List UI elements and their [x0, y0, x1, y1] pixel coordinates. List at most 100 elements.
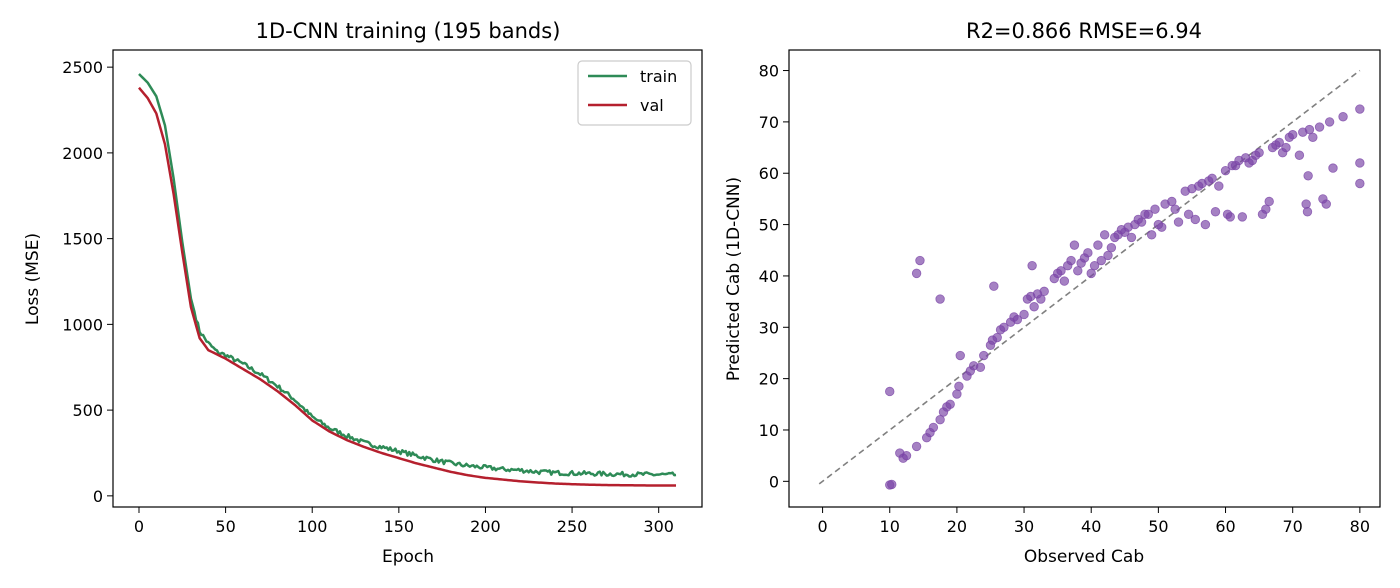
scatter-point — [1301, 199, 1311, 209]
scatter-point — [1103, 250, 1113, 261]
scatter-point — [1083, 248, 1093, 258]
scatter-y-axis-label: Predicted Cab (1D-CNN) — [724, 177, 744, 381]
scatter-point — [1136, 217, 1147, 227]
scatter-point — [1012, 314, 1023, 325]
scatter-point — [1287, 130, 1298, 140]
scatter-point — [1029, 302, 1039, 312]
scatter-y-tick-label: 50 — [759, 216, 779, 235]
scatter-point — [954, 381, 964, 392]
scatter-y-tick-label: 20 — [759, 370, 779, 389]
scatter-point — [1355, 178, 1365, 189]
scatter-point — [1086, 268, 1096, 279]
scatter-point — [1308, 132, 1318, 142]
scatter-point — [1093, 240, 1103, 250]
scatter-y-tick-label: 40 — [759, 267, 779, 286]
scatter-ticks: 0 10 20 30 40 50 60 70 80 0 10 20 30 40 50 60 70 80 — [759, 62, 1370, 536]
scatter-point — [1210, 207, 1221, 217]
scatter-x-tick-label: 40 — [1081, 517, 1101, 536]
loss-y-axis-label: Loss (MSE) — [23, 233, 43, 325]
scatter-point — [935, 294, 945, 304]
scatter-axes-frame — [788, 49, 1381, 508]
scatter-point — [1314, 122, 1325, 132]
scatter-point — [1190, 214, 1201, 225]
scatter-point — [1261, 204, 1271, 214]
scatter-point — [1099, 230, 1110, 240]
scatter-point — [911, 441, 922, 452]
scatter-point — [1281, 142, 1291, 153]
series-line-train — [138, 73, 677, 478]
scatter-point — [1237, 212, 1248, 222]
scatter-x-tick-label: 50 — [1148, 517, 1168, 536]
loss-axes-frame — [112, 49, 703, 508]
scatter-point — [1304, 124, 1315, 135]
scatter-point — [955, 350, 965, 361]
scatter-point — [1069, 240, 1080, 250]
scatter-y-tick-label: 60 — [759, 164, 779, 183]
loss-x-tick-label: 150 — [384, 517, 415, 536]
scatter-point — [1173, 217, 1184, 227]
scatter-point — [1036, 294, 1046, 304]
scatter-x-tick-label: 30 — [1014, 517, 1034, 536]
scatter-x-tick-label: 0 — [817, 517, 827, 536]
scatter-point — [1150, 204, 1160, 214]
scatter-point — [1214, 181, 1224, 191]
scatter-chart-title: R2=0.866 RMSE=6.94 — [966, 19, 1202, 43]
scatter-points — [885, 104, 1365, 490]
scatter-point — [1254, 147, 1264, 158]
scatter-point — [1220, 165, 1231, 176]
scatter-point — [1157, 222, 1167, 232]
scatter-x-tick-label: 60 — [1215, 517, 1235, 536]
loss-y-tick-label: 1000 — [62, 315, 103, 334]
loss-x-tick-label: 200 — [470, 517, 501, 536]
scatter-point — [1225, 212, 1235, 222]
scatter-point — [1170, 204, 1180, 214]
scatter-point — [1126, 232, 1137, 243]
scatter-x-tick-label: 20 — [947, 517, 967, 536]
series-line-val — [138, 86, 677, 487]
scatter-x-tick-label: 10 — [880, 517, 900, 536]
scatter-point — [1106, 242, 1117, 253]
scatter-point — [1294, 150, 1305, 160]
scatter-x-axis-label: Observed Cab — [1024, 547, 1144, 567]
loss-chart: 1D-CNN training (195 bands) Epoch Loss (… — [23, 19, 703, 567]
scatter-point — [1338, 112, 1348, 122]
loss-x-tick-label: 100 — [297, 517, 328, 536]
loss-y-tick-label: 2000 — [62, 144, 103, 163]
scatter-point — [901, 450, 912, 461]
scatter-point — [935, 415, 945, 425]
legend-label-val: val — [640, 96, 664, 115]
scatter-y-tick-label: 10 — [759, 421, 779, 440]
scatter-chart: R2=0.866 RMSE=6.94 Observed Cab Predicte… — [724, 19, 1381, 567]
scatter-point — [1143, 209, 1154, 220]
scatter-point — [1183, 209, 1194, 220]
scatter-point — [1302, 207, 1313, 217]
scatter-point — [1066, 255, 1076, 266]
scatter-point — [1059, 276, 1070, 286]
scatter-y-tick-label: 70 — [759, 113, 779, 132]
scatter-point — [1167, 196, 1177, 207]
scatter-point — [1355, 104, 1365, 114]
scatter-point — [989, 281, 999, 291]
scatter-x-tick-label: 80 — [1350, 517, 1370, 536]
scatter-point — [1096, 255, 1106, 266]
loss-y-tick-label: 0 — [93, 487, 103, 506]
scatter-x-tick-label: 70 — [1283, 517, 1303, 536]
scatter-point — [1089, 260, 1100, 271]
loss-x-tick-label: 0 — [134, 517, 144, 536]
scatter-point — [1207, 173, 1217, 184]
scatter-point — [1019, 309, 1029, 320]
scatter-y-tick-label: 0 — [769, 472, 779, 491]
scatter-point — [1056, 266, 1066, 276]
scatter-point — [928, 422, 939, 433]
loss-x-tick-label: 300 — [643, 517, 674, 536]
scatter-point — [992, 332, 1002, 343]
scatter-point — [1027, 260, 1037, 271]
scatter-point — [1039, 286, 1049, 297]
scatter-point — [1328, 163, 1338, 173]
scatter-point — [887, 479, 897, 490]
scatter-point — [945, 399, 955, 410]
scatter-point — [885, 386, 895, 397]
loss-x-axis-label: Epoch — [382, 547, 434, 567]
scatter-point — [911, 268, 922, 279]
